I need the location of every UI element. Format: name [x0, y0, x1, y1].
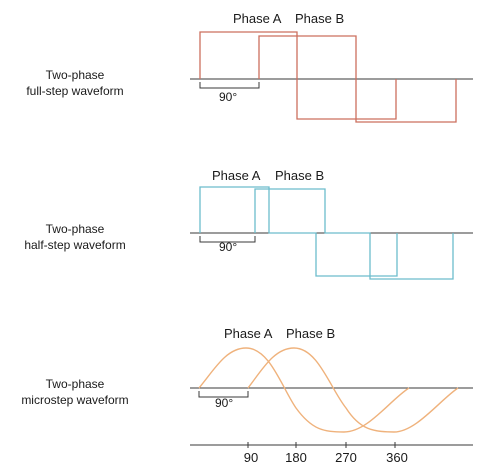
- half-step-phase-shift-bracket: [199, 236, 256, 243]
- microstep-phase-a-trace: [198, 347, 410, 433]
- degree-tick-label-180: 180: [285, 450, 307, 465]
- degree-tick-label-360: 360: [386, 450, 408, 465]
- microstep-waveform: Phase A Phase B 90°: [190, 326, 473, 433]
- full-step-phase-a-label: Phase A: [233, 11, 282, 26]
- microstep-phase-a-label: Phase A: [224, 326, 273, 341]
- microstep-phase-shift-bracket: [198, 391, 249, 398]
- half-step-phase-b-trace: [254, 188, 454, 280]
- full-step-row-label: Two-phase full-step waveform: [0, 67, 150, 99]
- half-step-angle-label: 90°: [219, 240, 237, 254]
- full-step-phase-b-trace: [258, 35, 457, 123]
- microstep-phase-b-trace: [247, 347, 459, 433]
- full-step-waveform: Phase A Phase B 90°: [190, 11, 473, 123]
- full-step-label-line1: Two-phase: [45, 68, 105, 82]
- full-step-label-line2: full-step waveform: [26, 84, 124, 98]
- microstep-phase-b-label: Phase B: [286, 326, 335, 341]
- full-step-phase-shift-bracket: [199, 82, 260, 89]
- half-step-phase-a-trace: [199, 186, 398, 277]
- half-step-waveform: Phase A Phase B 90°: [190, 168, 473, 280]
- half-step-label-line1: Two-phase: [45, 222, 105, 236]
- half-step-row-label: Two-phase half-step waveform: [0, 221, 150, 253]
- degree-tick-label-90: 90: [244, 450, 258, 465]
- degree-tick-label-270: 270: [335, 450, 357, 465]
- half-step-label-line2: half-step waveform: [24, 238, 126, 252]
- half-step-phase-b-label: Phase B: [275, 168, 324, 183]
- microstep-label-line2: microstep waveform: [21, 393, 129, 407]
- half-step-phase-a-label: Phase A: [212, 168, 261, 183]
- full-step-phase-b-label: Phase B: [295, 11, 344, 26]
- microstep-angle-label: 90°: [215, 396, 233, 410]
- microstep-row-label: Two-phase microstep waveform: [0, 376, 150, 408]
- degree-axis: 90 180 270 360: [190, 442, 473, 465]
- full-step-phase-a-trace: [199, 31, 397, 120]
- microstep-label-line1: Two-phase: [45, 377, 105, 391]
- full-step-angle-label: 90°: [219, 90, 237, 104]
